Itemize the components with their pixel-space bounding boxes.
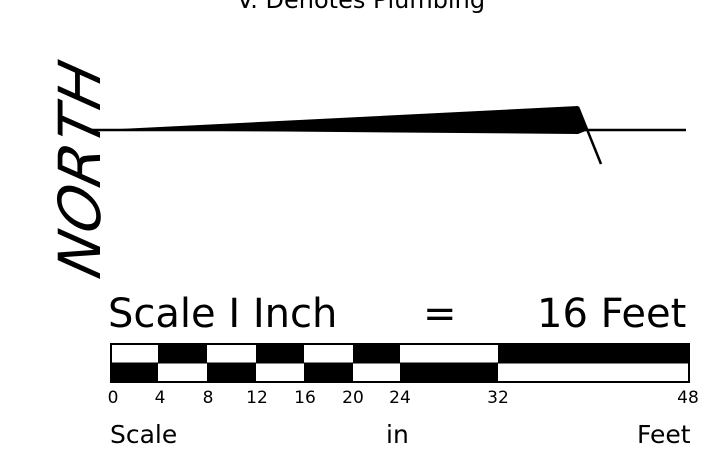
scale-bar-segment bbox=[400, 363, 498, 383]
scale-bar-segment bbox=[256, 363, 304, 383]
scale-tick-label: 16 bbox=[294, 388, 316, 408]
north-arrow-wedge-underside bbox=[100, 130, 588, 134]
scale-tick-label: 32 bbox=[487, 388, 509, 408]
scale-bar-segment bbox=[353, 343, 400, 363]
scale-footer-center: in bbox=[386, 420, 409, 449]
scale-bar-segment bbox=[256, 343, 304, 363]
scale-footer-left: Scale bbox=[110, 420, 178, 449]
scale-bar-segment bbox=[498, 343, 690, 363]
scale-tick-label: 8 bbox=[202, 388, 214, 408]
scale-bar-segment bbox=[498, 363, 690, 383]
scale-bar-segment bbox=[110, 363, 158, 383]
scale-bar-segment bbox=[304, 343, 353, 363]
north-arrow-wedge bbox=[100, 106, 588, 130]
scale-title-left: Scale I Inch bbox=[108, 291, 338, 337]
scale-tick-label: 12 bbox=[246, 388, 268, 408]
scale-tick-label: 4 bbox=[154, 388, 166, 408]
north-label: NORTH bbox=[18, 20, 114, 284]
scale-footer-right: Feet bbox=[637, 420, 691, 449]
scale-title-right: 16 Feet bbox=[537, 291, 687, 337]
scale-bar-segment bbox=[207, 343, 256, 363]
plumbing-legend-text: V. Denotes Plumbing bbox=[236, 0, 486, 14]
scale-bar-segment bbox=[400, 343, 498, 363]
scale-bar-segment bbox=[158, 363, 207, 383]
scale-bar-segment bbox=[304, 363, 353, 383]
scale-bar-segment bbox=[110, 343, 158, 363]
scale-bar-segment bbox=[158, 343, 207, 363]
scale-tick-label: 0 bbox=[107, 388, 119, 408]
north-arrow-tip bbox=[576, 106, 603, 165]
scale-tick-label: 48 bbox=[677, 388, 699, 408]
scale-tick-label: 20 bbox=[342, 388, 364, 408]
scale-bar bbox=[110, 343, 690, 383]
scale-bar-segment bbox=[353, 363, 400, 383]
scale-tick-label: 24 bbox=[389, 388, 411, 408]
scale-bar-segment bbox=[207, 363, 256, 383]
north-arrow bbox=[90, 106, 686, 165]
scale-title-equals: = bbox=[423, 291, 457, 337]
